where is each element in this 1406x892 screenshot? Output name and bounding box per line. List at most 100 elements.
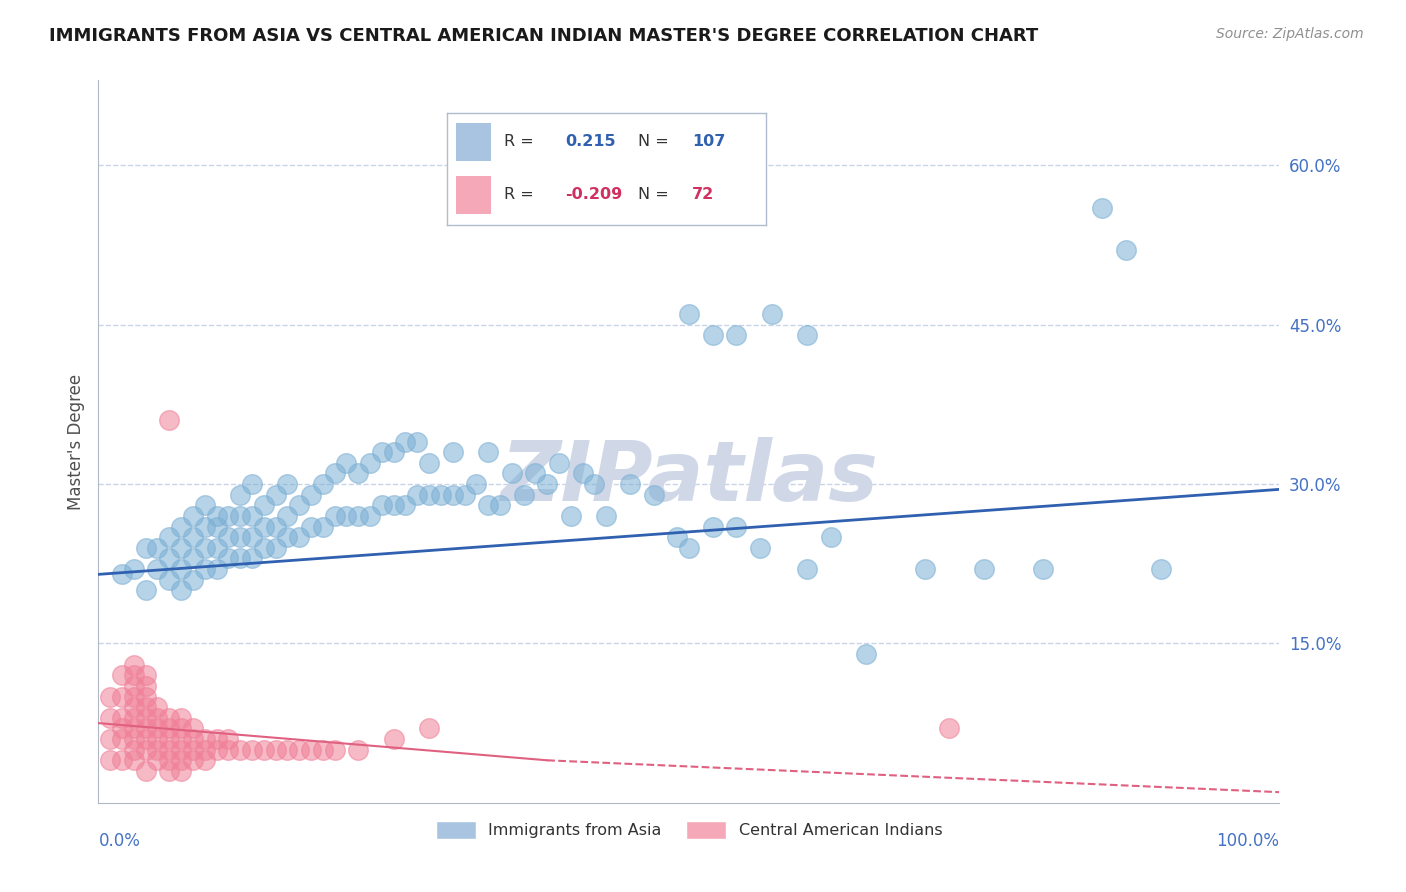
Point <box>418 456 440 470</box>
Point <box>430 488 453 502</box>
Point <box>146 700 169 714</box>
Point <box>406 488 429 502</box>
Point <box>194 732 217 747</box>
Point <box>240 477 263 491</box>
Point <box>253 742 276 756</box>
Point <box>725 328 748 343</box>
Text: Source: ZipAtlas.com: Source: ZipAtlas.com <box>1216 27 1364 41</box>
Point <box>170 519 193 533</box>
Point <box>157 573 180 587</box>
Point <box>276 508 298 523</box>
Point <box>170 562 193 576</box>
Point <box>135 583 157 598</box>
Point <box>111 732 134 747</box>
Point <box>157 764 180 778</box>
Point <box>205 732 228 747</box>
Point <box>229 551 252 566</box>
Point <box>643 488 665 502</box>
Point <box>229 508 252 523</box>
Point <box>135 700 157 714</box>
Point <box>229 488 252 502</box>
Point <box>418 488 440 502</box>
Point <box>181 551 204 566</box>
Point <box>181 573 204 587</box>
Point <box>217 508 239 523</box>
Point <box>122 722 145 736</box>
Point <box>288 530 311 544</box>
Point <box>122 657 145 672</box>
Point <box>1091 201 1114 215</box>
Point <box>170 753 193 767</box>
Point <box>678 541 700 555</box>
Point <box>135 711 157 725</box>
Point <box>240 530 263 544</box>
Point <box>135 732 157 747</box>
Point <box>205 508 228 523</box>
Point <box>111 567 134 582</box>
Point <box>205 742 228 756</box>
Point <box>465 477 488 491</box>
Point <box>276 530 298 544</box>
Point <box>323 467 346 481</box>
Point <box>666 530 689 544</box>
Point <box>194 753 217 767</box>
Point <box>181 530 204 544</box>
Point <box>323 742 346 756</box>
Point <box>406 434 429 449</box>
Point <box>194 742 217 756</box>
Legend: Immigrants from Asia, Central American Indians: Immigrants from Asia, Central American I… <box>429 814 949 846</box>
Point <box>501 467 523 481</box>
Point <box>170 764 193 778</box>
Point <box>477 445 499 459</box>
Point <box>418 722 440 736</box>
Point <box>181 508 204 523</box>
Point <box>229 530 252 544</box>
Point <box>253 541 276 555</box>
Point <box>157 711 180 725</box>
Point <box>194 519 217 533</box>
Point <box>371 445 394 459</box>
Point <box>536 477 558 491</box>
Point <box>194 541 217 555</box>
Point <box>359 456 381 470</box>
Point <box>157 753 180 767</box>
Y-axis label: Master's Degree: Master's Degree <box>66 374 84 509</box>
Point <box>157 742 180 756</box>
Point <box>122 700 145 714</box>
Point <box>973 562 995 576</box>
Point <box>170 711 193 725</box>
Point <box>122 753 145 767</box>
Point <box>240 551 263 566</box>
Point <box>146 722 169 736</box>
Point <box>122 690 145 704</box>
Point <box>441 445 464 459</box>
Point <box>299 488 322 502</box>
Point <box>359 508 381 523</box>
Point <box>371 498 394 512</box>
Point <box>170 722 193 736</box>
Point <box>264 488 287 502</box>
Point <box>146 753 169 767</box>
Point <box>122 742 145 756</box>
Point <box>914 562 936 576</box>
Point <box>1150 562 1173 576</box>
Point <box>323 508 346 523</box>
Point <box>98 690 121 704</box>
Point <box>181 742 204 756</box>
Point <box>276 742 298 756</box>
Point <box>111 690 134 704</box>
Point <box>217 530 239 544</box>
Point <box>560 508 582 523</box>
Point <box>170 541 193 555</box>
Point <box>382 445 405 459</box>
Point <box>181 732 204 747</box>
Point <box>347 742 370 756</box>
Point <box>1032 562 1054 576</box>
Point <box>135 668 157 682</box>
Point <box>312 742 335 756</box>
Point <box>194 498 217 512</box>
Point <box>181 753 204 767</box>
Point <box>394 498 416 512</box>
Point <box>748 541 770 555</box>
Point <box>240 742 263 756</box>
